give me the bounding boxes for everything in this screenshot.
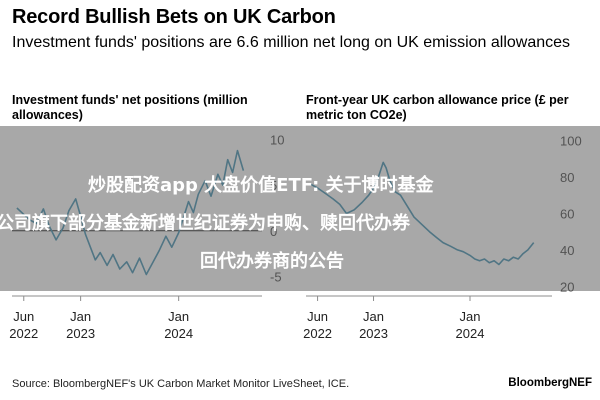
source-note: Source: BloombergNEF's UK Carbon Market … [12,378,350,390]
overlay-text-line-1: 炒股配资app 大盘价值ETF: 关于博时基金 [88,175,434,196]
chart1-x-tick-label: Jan [460,309,481,324]
overlay-banner [0,126,600,291]
chart0-x-tick-label: Jun [13,309,34,324]
chart1-x-tick-label-year: 2022 [303,326,332,341]
chart1-x-tick-label-year: 2023 [359,326,388,341]
chart0-x-tick-label-year: 2024 [164,326,193,341]
left-panel-title: Investment funds' net positions (million… [12,93,248,122]
chart0-x-tick-label: Jan [70,309,91,324]
chart1-x-tick-label: Jan [363,309,384,324]
right-panel-title: Front-year UK carbon allowance price (£ … [306,93,569,122]
overlay-text-line-2: 公司旗下部分基金新增世纪证券为申购、赎回代办券 [0,213,410,234]
overlay-text-line-3: 回代办券商的公告 [200,251,344,272]
chart0-x-tick-label: Jan [168,309,189,324]
brand-logo-text: BloombergNEF [508,377,592,389]
chart1-x-tick-label: Jun [307,309,328,324]
chart-title: Record Bullish Bets on UK Carbon [12,6,336,28]
chart0-x-tick-label-year: 2022 [9,326,38,341]
chart0-x-tick-label-year: 2023 [66,326,95,341]
chart1-x-tick-label-year: 2024 [456,326,485,341]
chart-subtitle: Investment funds' positions are 6.6 mill… [12,34,571,51]
